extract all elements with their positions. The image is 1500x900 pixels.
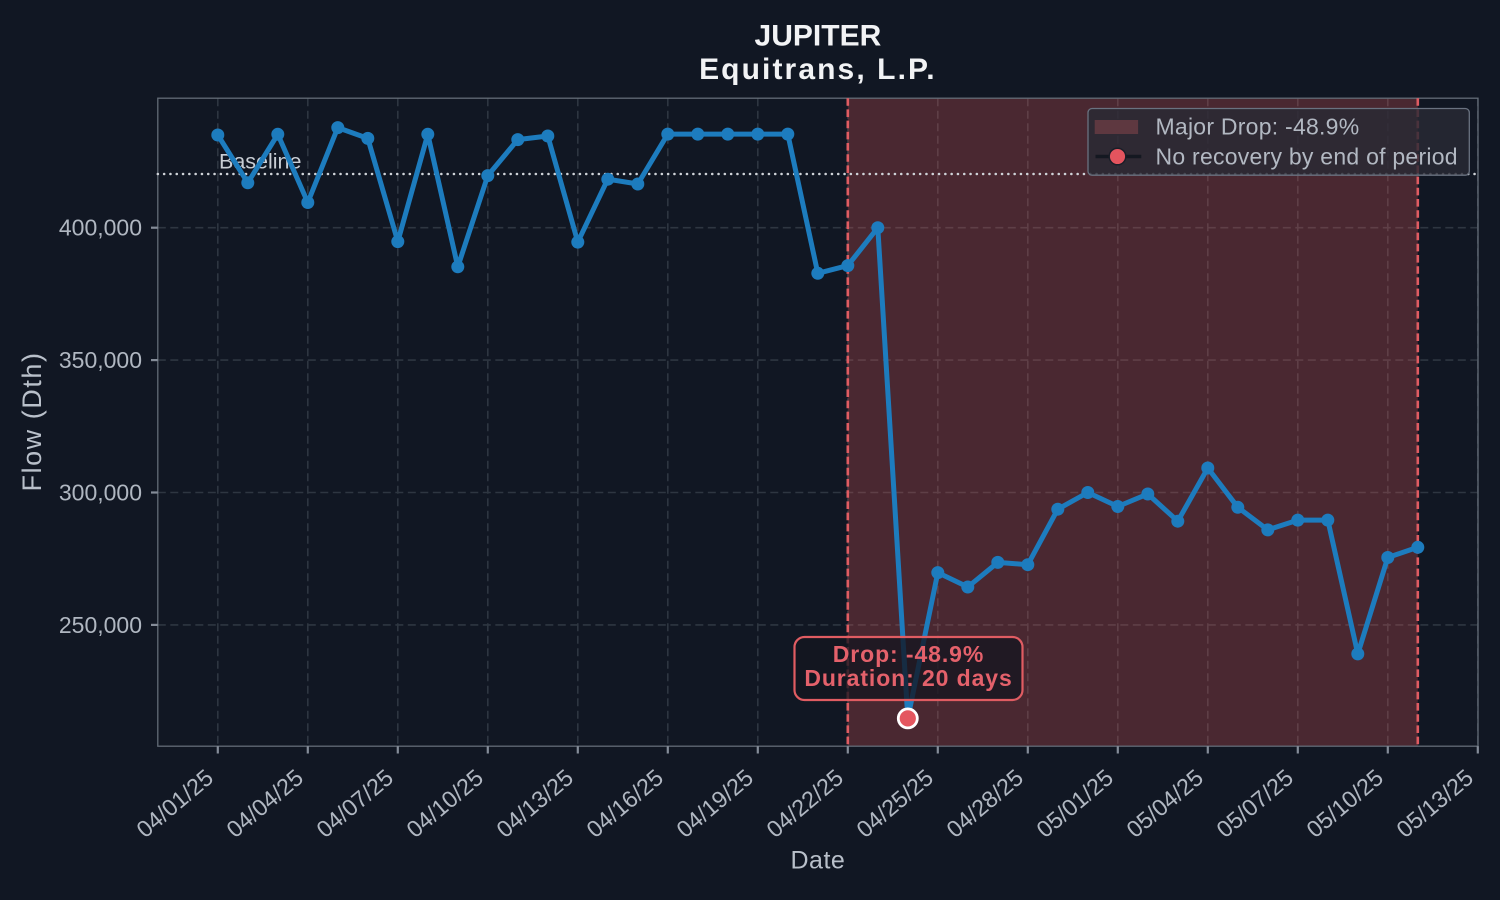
svg-text:No recovery by end of period: No recovery by end of period xyxy=(1156,144,1458,170)
svg-text:Duration: 20 days: Duration: 20 days xyxy=(804,665,1012,691)
svg-text:300,000: 300,000 xyxy=(59,480,142,506)
svg-text:Flow (Dth): Flow (Dth) xyxy=(17,351,47,491)
svg-text:Equitrans, L.P.: Equitrans, L.P. xyxy=(699,53,937,86)
svg-text:JUPITER: JUPITER xyxy=(755,20,882,53)
svg-text:400,000: 400,000 xyxy=(59,215,142,241)
svg-text:250,000: 250,000 xyxy=(59,612,142,638)
svg-text:350,000: 350,000 xyxy=(59,347,142,373)
svg-text:Drop: -48.9%: Drop: -48.9% xyxy=(833,641,984,667)
svg-text:Date: Date xyxy=(790,847,845,875)
svg-text:Major Drop: -48.9%: Major Drop: -48.9% xyxy=(1156,114,1360,140)
